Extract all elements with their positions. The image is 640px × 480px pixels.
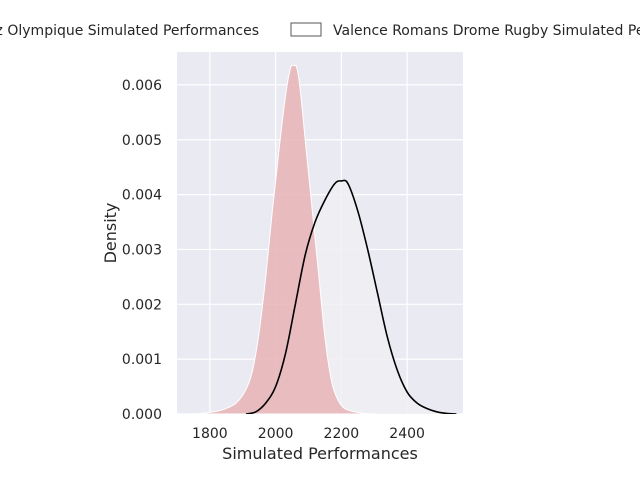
y-axis-label: Density <box>101 203 120 264</box>
y-tick-label: 0.001 <box>122 352 162 368</box>
series-1-line <box>245 179 457 414</box>
x-tick-labels: 1800 2000 2200 2400 <box>192 426 425 442</box>
y-tick-label: 0.006 <box>122 78 162 94</box>
legend: Biarritz Olympique Simulated Performance… <box>0 22 640 39</box>
y-tick-label: 0.005 <box>122 133 162 149</box>
x-axis-label: Simulated Performances <box>222 444 418 463</box>
x-tick-label: 2000 <box>258 426 294 442</box>
x-tick-label: 2400 <box>389 426 425 442</box>
y-tick-label: 0.000 <box>122 407 162 423</box>
y-tick-labels: 0.000 0.001 0.002 0.003 0.004 0.005 0.006 <box>122 78 162 423</box>
y-tick-label: 0.003 <box>122 242 162 258</box>
legend-label-series-0: Biarritz Olympique Simulated Performance… <box>0 23 259 39</box>
x-tick-label: 2200 <box>324 426 360 442</box>
plot-series <box>190 64 457 414</box>
y-tick-label: 0.004 <box>122 188 162 204</box>
series-0-area <box>190 64 378 414</box>
legend-swatch-series-1 <box>290 22 322 37</box>
x-tick-label: 1800 <box>192 426 228 442</box>
y-tick-label: 0.002 <box>122 297 162 313</box>
legend-label-series-1: Valence Romans Drome Rugby Simulated Per… <box>333 23 640 39</box>
